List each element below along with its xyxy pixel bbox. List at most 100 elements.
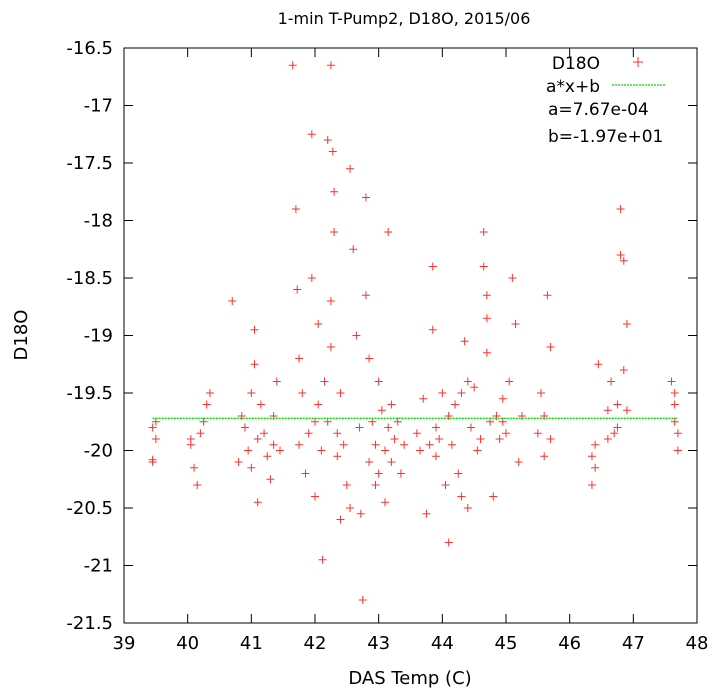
data-point [514,458,523,466]
data-point [307,274,316,282]
data-point [298,389,307,397]
x-tick-label: 43 [367,633,390,654]
data-point [314,400,323,409]
data-point [463,377,472,386]
data-point [320,377,329,386]
data-point [425,440,434,449]
y-tick-label: -19.5 [66,383,113,404]
data-point [247,463,256,472]
data-point [318,555,327,564]
data-point [451,400,460,409]
data-point [346,164,355,173]
data-point [326,343,335,351]
y-tick-label: -21.5 [66,613,113,634]
y-tick-label: -20.5 [66,498,113,519]
annotation-a: a=7.67e-04 [548,100,649,120]
data-point [498,417,507,426]
data-point [390,435,399,443]
data-point [374,377,383,386]
chart-title: 1-min T-Pump2, D18O, 2015/06 [278,9,531,28]
data-point [540,452,549,461]
y-tick-label: -17.5 [66,153,113,174]
data-point [250,360,259,369]
annotation-b: b=-1.97e+01 [548,127,663,147]
data-point [447,440,456,449]
data-point [613,423,622,432]
data-point [199,417,208,426]
data-point [463,504,472,512]
data-point [473,446,482,455]
data-point [479,262,488,271]
data-point [253,498,262,507]
data-point [428,262,437,271]
data-point [326,61,335,70]
data-point [438,389,447,397]
data-point [603,435,612,443]
data-point [619,366,628,374]
data-point [511,320,520,328]
data-point [444,412,453,420]
data-point [396,469,405,478]
data-point [330,228,339,236]
x-tick-label: 48 [686,633,709,654]
data-point [457,389,466,397]
data-point [619,256,628,265]
data-point [670,417,679,426]
data-point [673,446,682,455]
data-point [358,596,367,604]
data-point [342,481,351,489]
data-point [352,331,361,340]
data-point [365,354,374,363]
data-point [616,205,625,213]
data-point [196,429,205,438]
data-point [610,429,619,438]
y-tick-label: -19 [84,326,113,347]
data-point [148,455,157,464]
data-point [502,429,510,438]
y-tick-label: -20 [84,441,113,462]
y-axis: -16.5 -17 -17.5 -18 -18.5 -19 -19.5 -20 -20.5 -21… [66,38,697,634]
data-point [498,394,507,403]
data-point [301,469,310,478]
data-point [460,337,469,346]
data-point [444,538,453,547]
data-point [381,446,390,455]
data-point [356,509,365,518]
data-point [269,440,278,449]
x-tick-label: 39 [113,633,136,654]
legend-label-d18o: D18O [552,54,600,74]
x-axis: 39 40 41 42 43 44 45 46 47 48 [113,48,709,654]
data-point [202,400,211,409]
data-point [470,383,479,392]
legend-label-fit: a*x+b [546,77,600,97]
data-point [368,417,377,426]
data-point [272,377,281,386]
data-point [384,423,393,432]
data-point [291,205,300,213]
legend: D18O a*x+b [546,54,665,97]
data-point [670,400,679,409]
data-point [479,228,488,236]
data-point [307,130,316,139]
scatter-points [148,61,682,604]
y-tick-label: -17 [84,96,113,117]
data-point [295,440,304,449]
data-point [205,389,214,397]
data-point [349,245,358,254]
data-point [151,417,160,426]
data-point [266,475,275,484]
data-point [387,458,396,466]
data-point [422,509,431,518]
data-point [339,440,348,449]
data-point [457,492,466,501]
data-point [295,354,304,363]
data-point [346,504,355,512]
data-point [234,458,243,466]
data-point [622,320,631,328]
data-point [486,417,495,426]
y-tick-label: -18 [84,211,113,232]
data-point [613,400,622,409]
data-point [489,492,498,501]
data-point [193,481,202,489]
data-point [431,452,440,461]
